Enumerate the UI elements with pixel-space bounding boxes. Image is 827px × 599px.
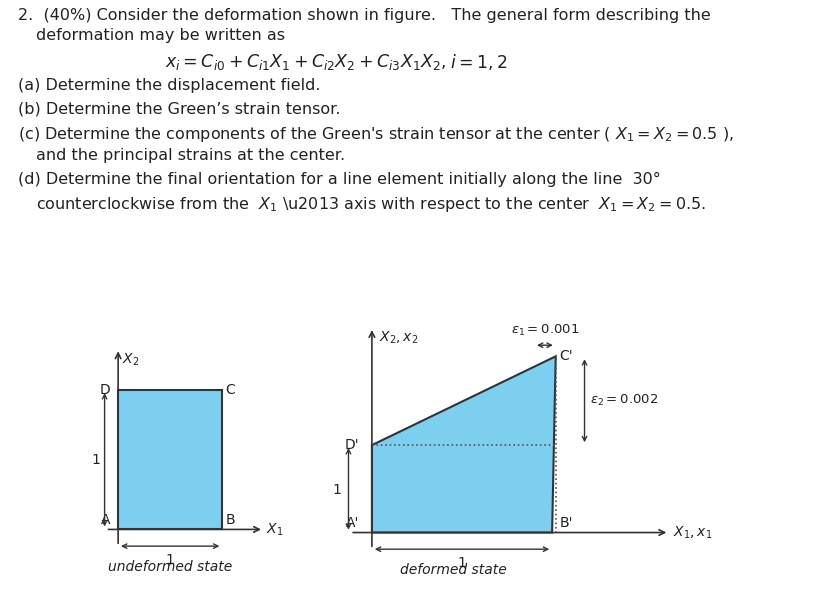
Text: undeformed state: undeformed state — [108, 560, 232, 574]
Text: deformation may be written as: deformation may be written as — [36, 28, 284, 43]
Text: 2.  (40%) Consider the deformation shown in figure.   The general form describin: 2. (40%) Consider the deformation shown … — [18, 8, 710, 23]
Text: B: B — [225, 513, 235, 527]
Text: (b) Determine the Green’s strain tensor.: (b) Determine the Green’s strain tensor. — [18, 101, 340, 116]
Text: $x_i = C_{i0} + C_{i1}X_1 + C_{i2}X_2 + C_{i3}X_1X_2,$: $x_i = C_{i0} + C_{i1}X_1 + C_{i2}X_2 + … — [165, 52, 446, 72]
Text: 1: 1 — [332, 483, 341, 497]
Text: $i = 1, 2$: $i = 1, 2$ — [449, 52, 507, 72]
Text: C: C — [225, 383, 235, 397]
Text: $\varepsilon_1 = 0.001$: $\varepsilon_1 = 0.001$ — [510, 323, 578, 338]
Text: A': A' — [346, 516, 359, 530]
Text: (a) Determine the displacement field.: (a) Determine the displacement field. — [18, 78, 320, 93]
Text: $X_1, x_1$: $X_1, x_1$ — [672, 524, 711, 541]
Text: $X_2$: $X_2$ — [122, 351, 140, 368]
Text: (d) Determine the final orientation for a line element initially along the line : (d) Determine the final orientation for … — [18, 172, 660, 187]
Text: C': C' — [558, 349, 572, 364]
Text: 1: 1 — [165, 553, 174, 567]
Text: D': D' — [344, 438, 359, 452]
Text: and the principal strains at the center.: and the principal strains at the center. — [36, 148, 345, 163]
Text: $X_1$: $X_1$ — [265, 521, 283, 538]
Text: (c) Determine the components of the Green's strain tensor at the center ( $X_1 =: (c) Determine the components of the Gree… — [18, 125, 733, 144]
Text: D: D — [100, 383, 111, 397]
Text: counterclockwise from the  $X_1$ \u2013 axis with respect to the center  $X_1 = : counterclockwise from the $X_1$ \u2013 a… — [36, 195, 705, 214]
Text: 1: 1 — [92, 453, 100, 467]
Text: $\varepsilon_2 = 0.002$: $\varepsilon_2 = 0.002$ — [589, 393, 657, 409]
Text: 1: 1 — [457, 556, 466, 570]
Polygon shape — [118, 390, 222, 530]
Text: A: A — [101, 513, 111, 527]
Text: deformed state: deformed state — [399, 563, 506, 577]
Polygon shape — [371, 356, 555, 533]
Text: $X_2, x_2$: $X_2, x_2$ — [379, 330, 418, 346]
Text: B': B' — [558, 516, 572, 530]
